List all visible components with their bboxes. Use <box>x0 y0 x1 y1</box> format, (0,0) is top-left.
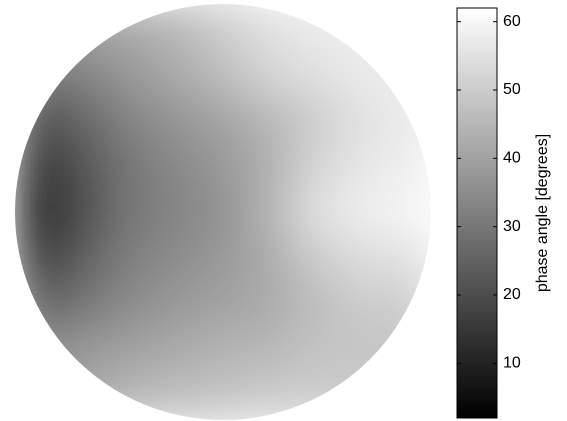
cell <box>61 327 108 375</box>
cell <box>107 50 155 97</box>
cell <box>338 327 386 375</box>
cell <box>153 235 201 282</box>
cell <box>15 4 62 51</box>
cell <box>61 373 108 420</box>
cell <box>292 373 340 420</box>
cell <box>292 142 340 190</box>
cell <box>199 96 247 144</box>
cell <box>384 281 431 329</box>
cell <box>292 327 340 375</box>
cell <box>61 50 108 97</box>
cell <box>384 50 431 97</box>
cell <box>384 327 431 375</box>
tick-label: 40 <box>503 150 521 167</box>
cell <box>338 235 386 282</box>
cell <box>338 4 386 51</box>
cell <box>153 96 201 144</box>
cell <box>338 142 386 190</box>
cell <box>107 4 155 51</box>
cell <box>338 50 386 97</box>
cell <box>199 188 247 236</box>
cell <box>199 142 247 190</box>
cell <box>15 281 62 329</box>
cell <box>246 4 293 51</box>
tick-label: 20 <box>503 286 521 303</box>
cell <box>338 188 386 236</box>
cell <box>199 373 247 420</box>
cell <box>61 188 108 236</box>
cell <box>199 235 247 282</box>
cell <box>338 373 386 420</box>
cell <box>15 50 62 97</box>
cell <box>384 4 431 51</box>
disc <box>15 4 431 420</box>
cell <box>153 188 201 236</box>
cell <box>15 96 62 144</box>
cell <box>246 96 293 144</box>
tick-label: 50 <box>503 81 521 98</box>
cell <box>15 373 62 420</box>
cell <box>199 4 247 51</box>
cell <box>15 235 62 282</box>
cell <box>246 373 293 420</box>
cell <box>199 50 247 97</box>
cell <box>107 142 155 190</box>
cell <box>384 373 431 420</box>
cell <box>246 281 293 329</box>
cell <box>246 188 293 236</box>
cell <box>61 96 108 144</box>
cell <box>199 327 247 375</box>
cell <box>107 96 155 144</box>
cell <box>153 50 201 97</box>
cell <box>107 281 155 329</box>
cell <box>153 142 201 190</box>
cell <box>153 4 201 51</box>
tick-label: 30 <box>503 218 521 235</box>
cell <box>61 142 108 190</box>
cell <box>292 4 340 51</box>
cell <box>384 96 431 144</box>
cell <box>15 142 62 190</box>
cell <box>15 327 62 375</box>
colorbar-label: phase angle [degrees] <box>534 134 551 292</box>
field <box>15 4 431 420</box>
cell <box>107 373 155 420</box>
cell <box>153 327 201 375</box>
tick-label: 60 <box>503 13 521 30</box>
cell <box>107 327 155 375</box>
cell <box>384 235 431 282</box>
cell <box>61 235 108 282</box>
cell <box>384 188 431 236</box>
cell <box>292 188 340 236</box>
cell <box>292 50 340 97</box>
cell <box>153 281 201 329</box>
cell <box>15 188 62 236</box>
cell <box>61 281 108 329</box>
cell <box>246 327 293 375</box>
cell <box>246 235 293 282</box>
cell <box>246 50 293 97</box>
cell <box>292 96 340 144</box>
cell <box>292 281 340 329</box>
cell <box>338 281 386 329</box>
cell <box>153 373 201 420</box>
cell <box>246 142 293 190</box>
cell <box>61 4 108 51</box>
tick-label: 10 <box>503 355 521 372</box>
cell <box>199 281 247 329</box>
cell <box>107 188 155 236</box>
cell <box>384 142 431 190</box>
cell <box>107 235 155 282</box>
cell <box>292 235 340 282</box>
colorbar <box>456 7 498 419</box>
cell <box>338 96 386 144</box>
